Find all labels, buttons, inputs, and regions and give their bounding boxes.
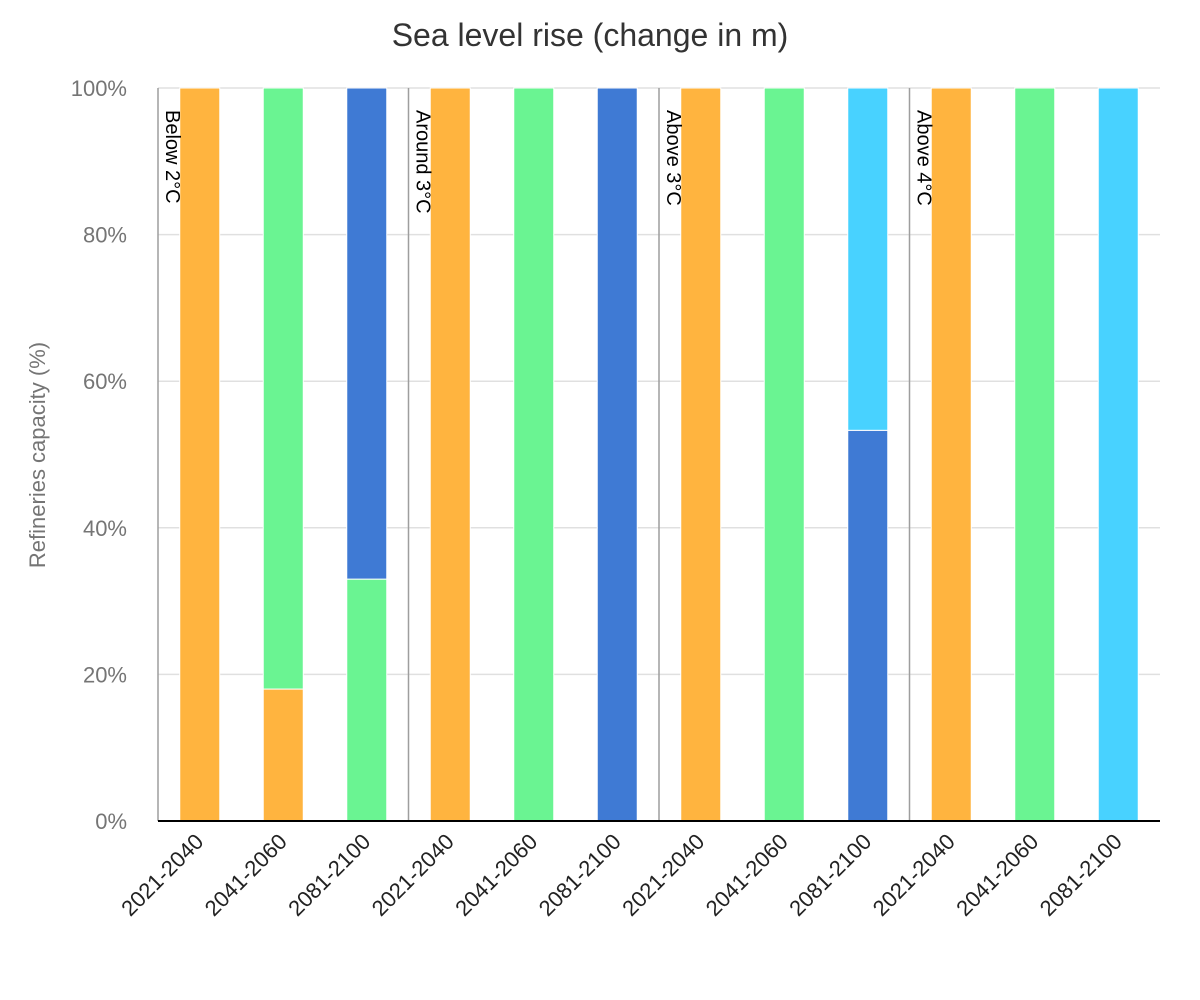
group-separators bbox=[407, 88, 911, 821]
group-labels: Below 2°C Around 3°C Above 3°C Above 4°C bbox=[161, 110, 935, 214]
x-tick-label: 2041-2060 bbox=[200, 829, 292, 921]
bar-segment bbox=[346, 87, 388, 580]
y-axis-ticks: 0% 20% 40% 60% 80% 100% bbox=[71, 76, 127, 834]
x-tick-label: 2021-2040 bbox=[367, 829, 459, 921]
y-tick-label: 60% bbox=[83, 369, 127, 394]
bar-segment bbox=[930, 87, 972, 822]
bar-segment bbox=[847, 87, 889, 431]
y-tick-label: 80% bbox=[83, 223, 127, 248]
group-label: Above 3°C bbox=[662, 110, 684, 206]
bar-segment bbox=[1097, 87, 1139, 822]
bar-segment bbox=[262, 688, 304, 822]
bar-segment bbox=[1014, 87, 1056, 822]
bar-segment bbox=[346, 578, 388, 822]
x-tick-label: 2041-2060 bbox=[450, 829, 542, 921]
bar-segment bbox=[513, 87, 555, 822]
bar-segment bbox=[429, 87, 471, 822]
x-tick-label: 2081-2100 bbox=[534, 829, 626, 921]
x-tick-label: 2021-2040 bbox=[868, 829, 960, 921]
x-tick-label: 2041-2060 bbox=[951, 829, 1043, 921]
bar-segment bbox=[847, 429, 889, 822]
y-tick-label: 0% bbox=[95, 809, 127, 834]
bars bbox=[179, 87, 1139, 822]
bar-segment bbox=[680, 87, 722, 822]
y-tick-label: 40% bbox=[83, 516, 127, 541]
group-label: Around 3°C bbox=[412, 110, 434, 214]
axes bbox=[157, 88, 1160, 822]
x-tick-label: 2021-2040 bbox=[617, 829, 709, 921]
bar-segment bbox=[596, 87, 638, 822]
group-label: Above 4°C bbox=[913, 110, 935, 206]
chart-title: Sea level rise (change in m) bbox=[392, 17, 789, 53]
x-tick-label: 2081-2100 bbox=[1035, 829, 1127, 921]
x-tick-label: 2041-2060 bbox=[701, 829, 793, 921]
x-tick-label: 2081-2100 bbox=[283, 829, 375, 921]
bar-segment bbox=[763, 87, 805, 822]
y-tick-label: 100% bbox=[71, 76, 127, 101]
x-tick-label: 2081-2100 bbox=[784, 829, 876, 921]
y-tick-label: 20% bbox=[83, 662, 127, 687]
x-tick-label: 2021-2040 bbox=[116, 829, 208, 921]
bar-segment bbox=[179, 87, 221, 822]
group-label: Below 2°C bbox=[161, 110, 183, 204]
y-axis-label: Refineries capacity (%) bbox=[25, 342, 50, 568]
x-axis-ticks: 2021-20402041-20602081-21002021-20402041… bbox=[116, 829, 1127, 921]
bar-segment bbox=[262, 87, 304, 690]
